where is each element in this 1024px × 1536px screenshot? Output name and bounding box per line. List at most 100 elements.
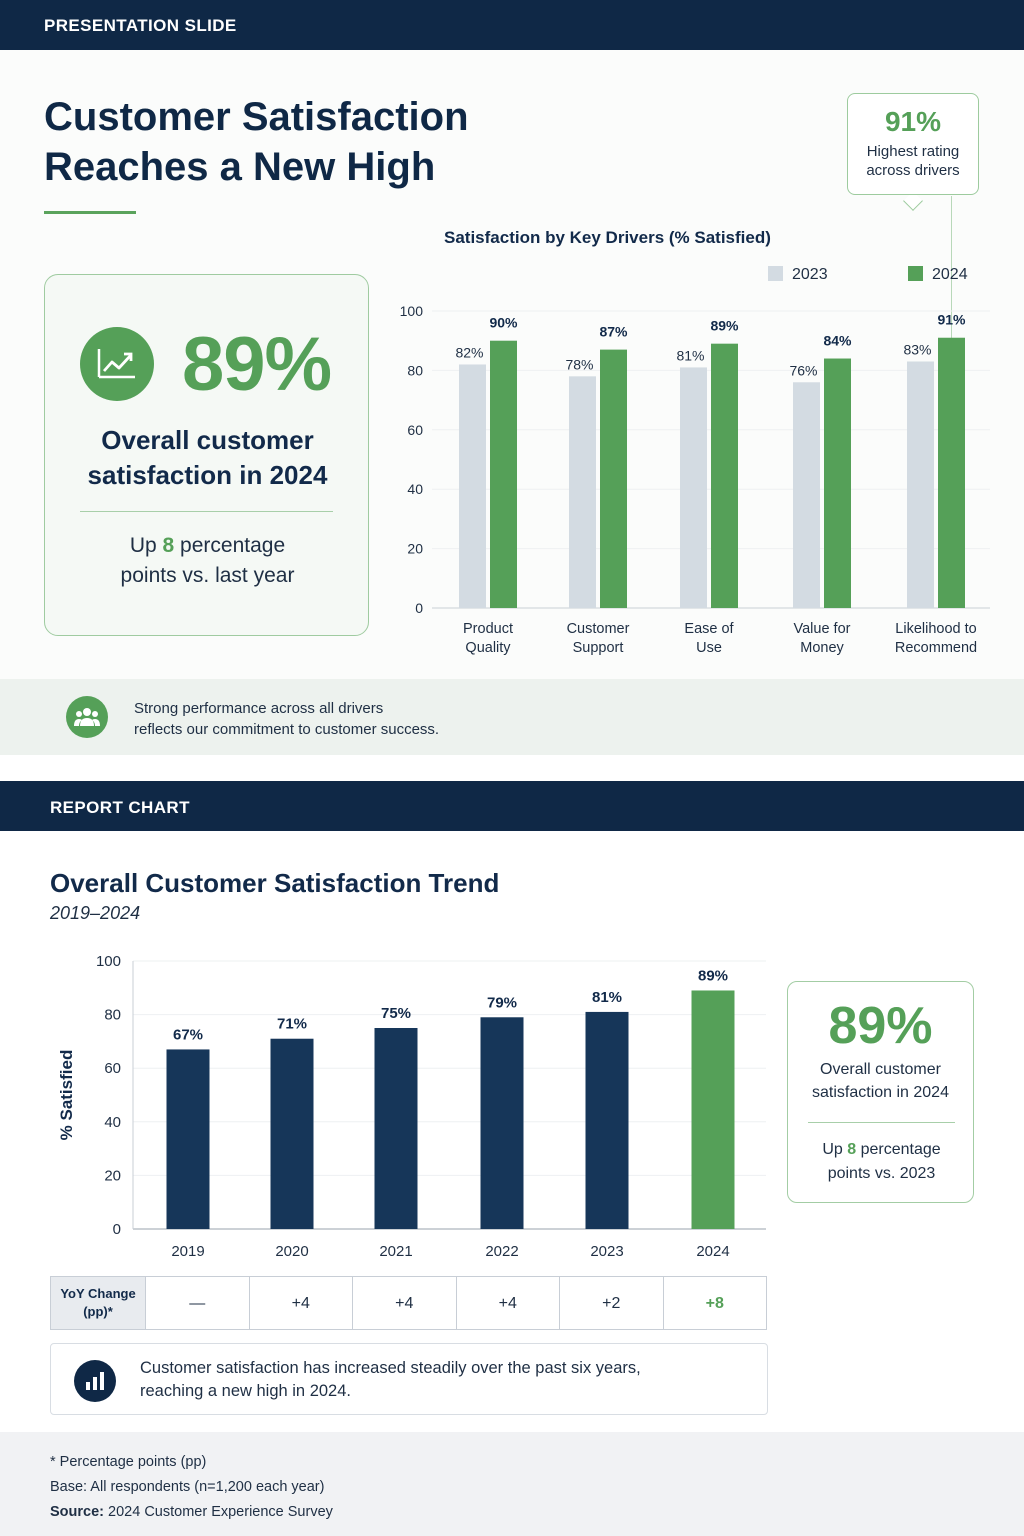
y-tick-label: 80 [104,1007,121,1024]
report-kpi-change-post-2: points vs. 2023 [827,1165,936,1182]
data-label: 89% [710,318,739,334]
data-label: 82% [455,344,483,360]
yoy-change-table: YoY Change (pp)* — +4 +4 +4 +2 +8 [50,1276,767,1330]
legend-label: 2023 [792,266,828,283]
source-label: Source: [50,1504,104,1520]
x-tick-label: Recommend [895,640,977,656]
report-kpi-card: 89% Overall customer satisfaction in 2024… [787,981,974,1203]
y-tick-label: 100 [96,953,121,970]
trend-up-icon [80,327,154,401]
slide-title: Customer Satisfaction Reaches a New High [44,95,469,189]
x-tick-label: 2023 [590,1243,623,1260]
slide-header-label: PRESENTATION SLIDE [44,16,237,35]
x-tick-label: 2020 [275,1243,308,1260]
kpi-label-text: Overall customer satisfaction in 2024 [87,425,328,490]
bar-2020 [270,1038,314,1229]
bar-2023 [459,364,486,608]
summary-note: Customer satisfaction has increased stea… [50,1343,768,1415]
bar-2022 [480,1017,524,1229]
data-label: 81% [592,989,622,1006]
x-tick-label: Use [696,640,722,656]
x-tick-label: Value for [794,621,851,637]
slide-header-bar: PRESENTATION SLIDE [0,0,1024,50]
report-kpi-label-2: satisfaction in 2024 [812,1084,949,1101]
footnote-source: Source: 2024 Customer Experience Survey [50,1500,1024,1525]
data-label: 83% [903,341,931,357]
legend-swatch [768,266,783,281]
bar-chart-icon [74,1360,116,1402]
y-tick-label: 0 [113,1221,121,1238]
bar-2024 [938,337,965,608]
data-label: 78% [565,356,593,372]
report-header-label: REPORT CHART [50,798,190,817]
trend-bar-chart: 0 20 40 60 80 100 % Satisfied 67% 2019 71% 2020 75%… [57,953,766,1260]
data-label: 84% [823,333,852,349]
x-tick-label: Ease of [684,621,734,637]
x-tick-label: Money [800,640,844,656]
kpi-value: 89% [182,322,332,407]
data-label: 89% [698,967,728,984]
yoy-cell: +2 [560,1277,664,1329]
y-tick-label: 0 [415,600,423,616]
callout-connector [951,196,952,346]
x-tick-label: 2024 [696,1243,729,1260]
insight-line-2: reflects our commitment to customer succ… [134,721,440,738]
bar-2023 [907,361,934,608]
footnote-base: Base: All respondents (n=1,200 each year… [50,1479,325,1495]
footnote-pp: * Percentage points (pp) [50,1454,207,1470]
data-label: 76% [789,362,817,378]
report-kpi-change: Up 8 percentage points vs. 2023 [788,1138,975,1186]
data-label: 91% [937,312,966,328]
y-tick-label: 80 [407,362,423,378]
data-label: 81% [676,347,704,363]
bar-2024 [490,340,517,608]
summary-text: Customer satisfaction has increased stea… [140,1357,740,1403]
yoy-cell: +4 [250,1277,353,1329]
yoy-cell: +4 [457,1277,560,1329]
y-tick-label: 40 [407,481,423,497]
kpi-change-pre: Up [129,534,163,557]
bar-2023 [680,367,707,608]
x-tick-label: 2021 [379,1243,412,1260]
data-label: 87% [599,324,628,340]
y-tick-label: 20 [407,541,423,557]
footer-notes: * Percentage points (pp) Base: All respo… [0,1432,1024,1536]
bar-2019 [166,1049,210,1229]
bar-2023 [585,1011,629,1229]
insight-text: Strong performance across all drivers re… [134,698,634,740]
insight-line-1: Strong performance across all drivers [134,700,384,717]
legend-swatch [908,266,923,281]
highest-rating-callout: 91% Highest rating across drivers [847,93,979,195]
yoy-header-2: (pp)* [83,1304,113,1319]
legend-item-2024: 2024 [908,266,968,284]
bar-2024 [600,349,627,608]
data-label: 75% [381,1005,411,1022]
yoy-header: YoY Change (pp)* [51,1277,146,1329]
kpi-change-number: 8 [162,534,175,557]
data-label: 90% [489,315,518,331]
x-tick-label: Support [573,640,624,656]
x-tick-label: Customer [567,621,630,637]
x-tick-label: 2019 [171,1243,204,1260]
x-tick-label: Likelihood to [895,621,976,637]
kpi-label: Overall customer satisfaction in 2024 [45,423,370,493]
kpi-change: Up 8 percentage points vs. last year [45,531,370,591]
report-header-bar: REPORT CHART [0,781,1024,831]
data-label: 71% [277,1016,307,1033]
report-kpi-change-number: 8 [847,1141,857,1158]
summary-line-2: reaching a new high in 2024. [140,1382,351,1400]
bar-2024 [691,990,735,1229]
y-tick-label: 40 [104,1114,121,1131]
y-tick-label: 20 [104,1167,121,1184]
kpi-card: 89% Overall customer satisfaction in 202… [44,274,369,636]
title-underline [44,211,136,214]
source-text: 2024 Customer Experience Survey [104,1504,333,1520]
bar-2023 [569,376,596,608]
kpi-divider [80,511,333,512]
kpi-change-post: percentage points vs. last year [120,534,295,587]
x-tick-label: Product [463,621,513,637]
y-tick-label: 60 [407,422,423,438]
bar-2024 [711,343,738,608]
report-kpi-label: Overall customer satisfaction in 2024 [788,1058,973,1104]
report-kpi-value: 89% [828,997,933,1055]
